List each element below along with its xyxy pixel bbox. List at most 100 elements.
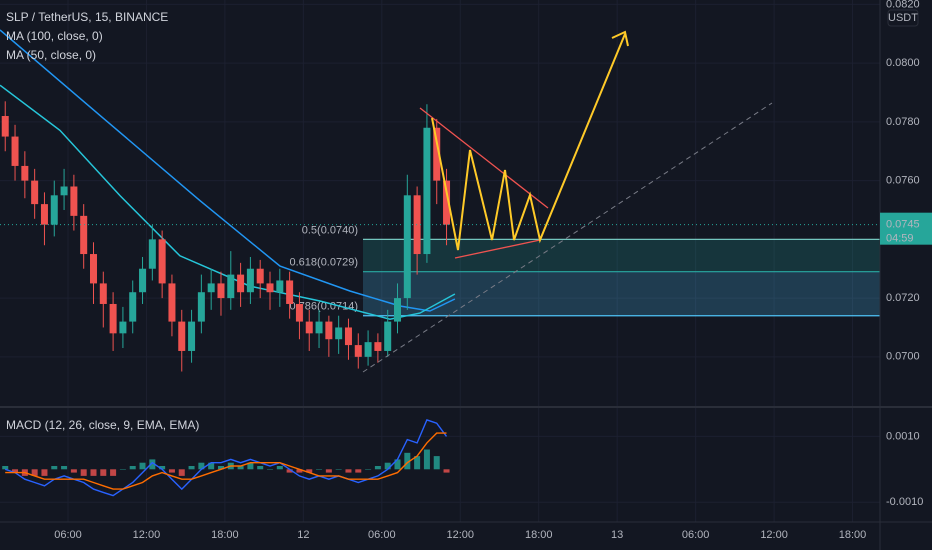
user-drawings <box>362 30 773 373</box>
macd-histogram-bar <box>188 466 195 470</box>
macd-histogram-bar <box>257 466 264 470</box>
candle-body <box>40 204 48 225</box>
macd-histogram-bar <box>208 462 215 470</box>
macd-histogram-bar <box>443 469 450 473</box>
x-tick-label: 18:00 <box>211 529 239 541</box>
candle-body <box>21 165 29 181</box>
candle-body <box>188 321 196 351</box>
x-tick-label: 06:00 <box>368 529 396 541</box>
candle-body <box>325 321 333 340</box>
y-tick-label: 0.0700 <box>886 351 920 363</box>
candle-body <box>109 303 117 334</box>
candle-body <box>266 283 274 293</box>
x-tick-label: 13 <box>611 529 623 541</box>
macd-histogram-bar <box>149 459 156 470</box>
macd-histogram-bar <box>159 466 166 470</box>
candle-body <box>178 321 186 351</box>
candle-body <box>295 303 303 322</box>
current-price: 0.0745 <box>886 219 920 231</box>
macd-histogram-bar <box>374 466 381 470</box>
macd-histogram-bar <box>433 456 440 470</box>
macd-histogram-bar <box>355 469 362 473</box>
candle-body <box>207 283 215 293</box>
candle-body <box>158 239 166 284</box>
macd-histogram-bar <box>267 469 274 470</box>
projection-path <box>431 33 626 251</box>
macd-histogram-bar <box>139 462 146 470</box>
candle-body <box>423 127 431 255</box>
macd-histogram-bar <box>237 466 244 470</box>
candle-body <box>403 195 411 299</box>
candle-body <box>11 136 19 166</box>
current-price-badge <box>880 212 932 245</box>
x-tick-label: 18:00 <box>839 529 867 541</box>
x-tick-label: 12:00 <box>447 529 475 541</box>
candle-body <box>354 345 362 357</box>
candle-body <box>89 254 97 284</box>
macd-title: MACD (12, 26, close, 9, EMA, EMA) <box>6 418 199 432</box>
macd-histogram-bar <box>394 459 401 470</box>
macd-histogram-bar <box>12 469 19 473</box>
macd-histogram-bar <box>306 469 313 473</box>
x-tick-label: 18:00 <box>525 529 553 541</box>
candle-body <box>394 298 402 322</box>
candle-body <box>197 292 205 322</box>
macd-histogram-bar <box>316 469 323 470</box>
y-tick-label: 0.0800 <box>886 57 920 69</box>
macd-histogram-bar <box>296 469 303 473</box>
candle-body <box>99 283 107 304</box>
macd-histogram-bar <box>2 466 9 470</box>
candle-body <box>256 268 264 284</box>
currency: USDT <box>888 12 918 24</box>
plot-area: 0.5(0.0740) 0.618(0.0729) 0.786(0.0714) <box>0 0 880 522</box>
macd-histogram-bar <box>414 456 421 470</box>
macd-histogram-bar <box>129 466 136 470</box>
fib-label: 0.618(0.0729) <box>290 257 359 269</box>
candle-body <box>374 342 382 351</box>
macd-histogram-bar <box>217 466 224 470</box>
macd-histogram-bar <box>31 469 38 476</box>
currency-badge[interactable] <box>887 9 919 27</box>
macd-line <box>4 419 448 497</box>
macd-histogram-bar <box>90 469 97 476</box>
x-tick-label: 06:00 <box>682 529 710 541</box>
candle-body <box>286 280 294 304</box>
candle-body <box>315 321 323 334</box>
y-tick-label: -0.0010 <box>886 496 923 508</box>
fib-label: 0.786(0.0714) <box>290 301 359 313</box>
fib-zone <box>363 239 880 272</box>
candle-body <box>227 274 235 299</box>
candle-body <box>139 268 147 293</box>
x-tick-label: 06:00 <box>54 529 82 541</box>
candle-body <box>50 195 58 225</box>
x-tick-label: 12:00 <box>760 529 788 541</box>
y-tick-label: 0.0720 <box>886 292 920 304</box>
candle-body <box>148 239 156 269</box>
macd-histogram-bar <box>80 469 87 476</box>
macd-histogram-bar <box>276 466 283 470</box>
triangle-top <box>419 107 549 209</box>
macd-histogram-bar <box>404 452 411 470</box>
macd-histogram-bar <box>41 469 48 476</box>
candle-body <box>433 127 441 181</box>
candle-body <box>364 342 372 357</box>
axes: 06:00 12:00 18:00 12 06:00 12:00 18:00 13 06:00 1… <box>54 0 932 541</box>
fib-zone <box>363 271 880 316</box>
candle-body <box>70 186 78 216</box>
candle-body <box>276 280 284 293</box>
candle-body <box>305 321 313 334</box>
y-tick-label: 0.0760 <box>886 175 920 187</box>
macd-histogram-bar <box>286 469 293 473</box>
candle-body <box>217 283 225 299</box>
candle-body <box>237 274 245 293</box>
candle-body <box>344 327 352 346</box>
macd-histogram-bar <box>51 466 58 470</box>
macd-line <box>5 432 447 490</box>
trend-line <box>362 102 773 373</box>
candle-body <box>246 268 254 293</box>
macd-histogram-bar <box>110 469 117 476</box>
y-tick-label: 0.0820 <box>886 0 920 10</box>
candle-body <box>335 327 343 340</box>
